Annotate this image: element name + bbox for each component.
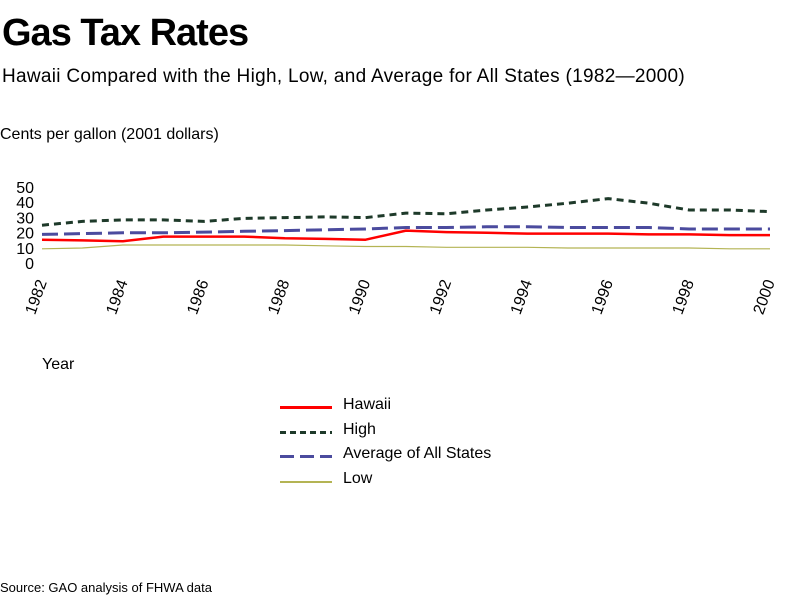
- legend-label-low: Low: [343, 470, 373, 487]
- chart-subtitle: Hawaii Compared with the High, Low, and …: [2, 66, 686, 87]
- x-tick-label: 1992: [427, 277, 455, 316]
- chart-legend: Hawaii High Average of All States Low: [280, 396, 540, 496]
- y-tick-label: 40: [16, 195, 34, 212]
- y-tick-label: 30: [16, 210, 34, 227]
- legend-label-hawaii: Hawaii: [343, 396, 392, 413]
- x-tick-label: 1984: [103, 277, 131, 316]
- legend-swatch-average: [280, 455, 332, 458]
- legend-item-low: Low: [280, 470, 540, 492]
- x-tick-label: 2000: [751, 277, 779, 316]
- x-axis-label: Year: [42, 356, 75, 373]
- x-tick-label: 1996: [589, 277, 617, 316]
- x-tick-label: 1990: [346, 277, 374, 316]
- x-tick-label: 1986: [184, 277, 212, 316]
- legend-item-hawaii: Hawaii: [280, 396, 540, 418]
- series-line-low: [41, 244, 770, 250]
- legend-label-high: High: [343, 421, 376, 438]
- legend-item-high: High: [280, 421, 540, 443]
- legend-swatch-hawaii: [280, 406, 332, 409]
- x-tick-label: 1982: [23, 277, 51, 316]
- y-axis-units-label: Cents per gallon (2001 dollars): [0, 126, 219, 143]
- x-tick-label: 1998: [670, 277, 698, 316]
- chart-title: Gas Tax Rates: [2, 12, 249, 54]
- legend-item-average: Average of All States: [280, 445, 540, 467]
- y-tick-label: 50: [16, 180, 34, 197]
- x-tick-label: 1988: [265, 277, 293, 316]
- legend-label-average: Average of All States: [343, 445, 492, 462]
- legend-swatch-low: [280, 481, 332, 483]
- y-tick-label: 10: [16, 241, 34, 258]
- y-tick-label: 0: [25, 256, 34, 273]
- series-line-high: [41, 197, 771, 227]
- legend-swatch-high: [280, 431, 332, 434]
- series-line-hawaii: [41, 229, 770, 243]
- y-tick-label: 20: [16, 226, 34, 243]
- source-note: Source: GAO analysis of FHWA data: [0, 580, 212, 595]
- series-line-average-of-all-states: [41, 225, 770, 236]
- x-tick-label: 1994: [508, 277, 536, 316]
